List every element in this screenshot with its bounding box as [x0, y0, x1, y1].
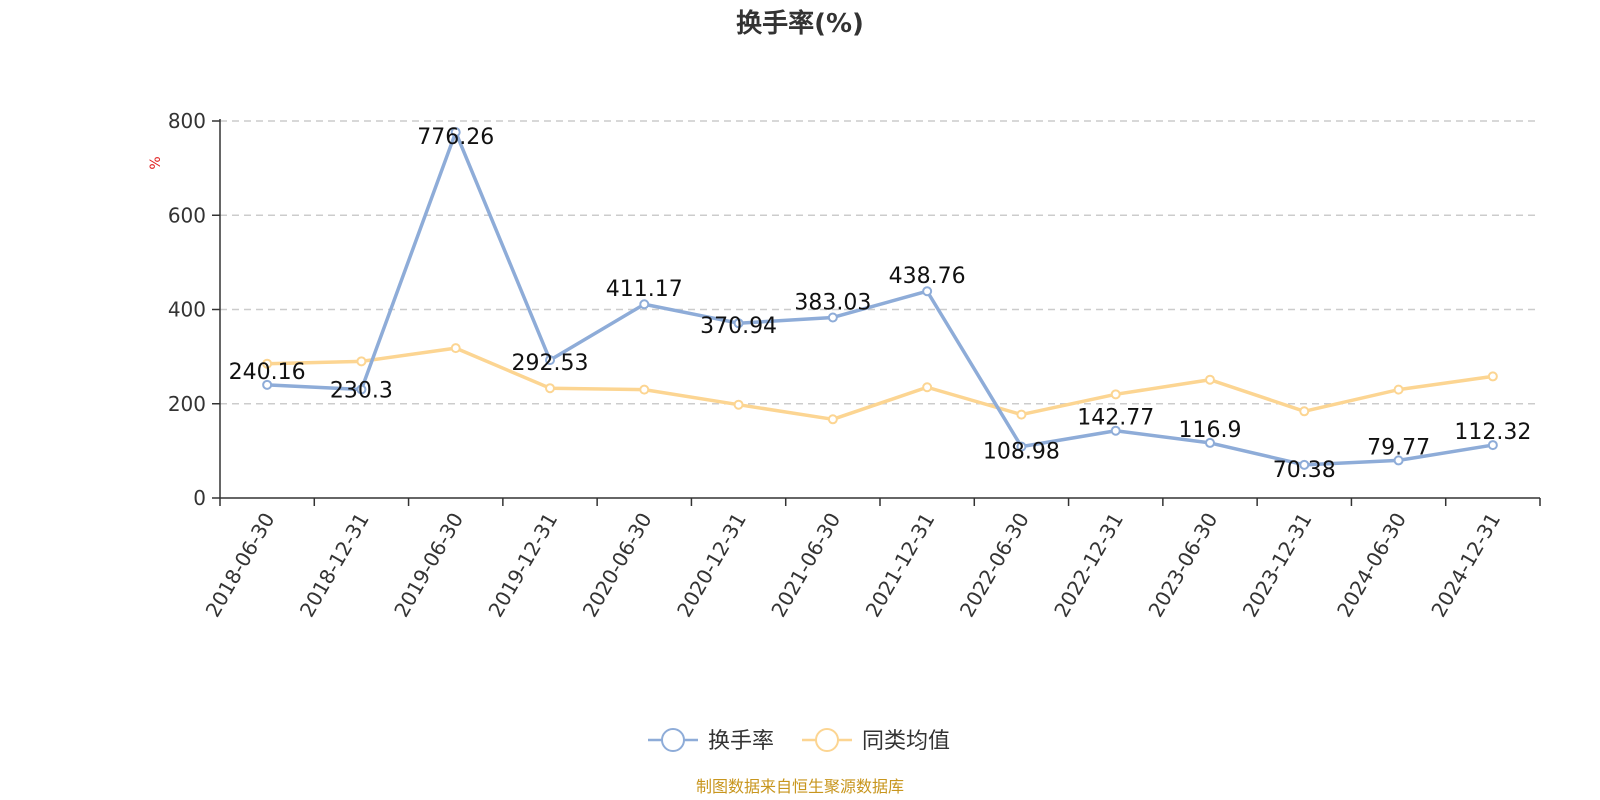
series-point: [1393, 384, 1404, 395]
series-layer: [262, 127, 1498, 470]
y-tick-label: 200: [168, 392, 206, 416]
series-point: [1299, 459, 1310, 470]
x-tick-label: 2022-12-31: [1049, 509, 1128, 622]
series-point: [827, 414, 838, 425]
axis-layer: 0 200 400 600 800 2018-06-30 2018-12-31 2019-06…: [168, 109, 1541, 622]
series-point: [262, 358, 273, 369]
series-point: [733, 399, 744, 410]
series-line: [267, 130, 1494, 467]
series-point: [1205, 374, 1215, 385]
series-point: [1487, 440, 1498, 451]
data-label: 411.17: [606, 277, 683, 302]
data-label-layer: 240.16 230.3 776.26 292.53 411.17 370.94 383.0…: [229, 125, 1532, 483]
x-tick-label: 2019-12-31: [483, 509, 562, 622]
series-point: [545, 383, 555, 394]
data-label: 79.77: [1367, 435, 1430, 460]
series-point: [545, 355, 555, 366]
data-label: 370.94: [700, 314, 777, 339]
x-tick-label: 2018-12-31: [295, 509, 374, 622]
x-tick-label: 2022-06-30: [955, 509, 1034, 622]
legend-label: 同类均值: [862, 729, 950, 754]
x-tick-label: 2024-06-30: [1332, 509, 1411, 622]
series-point: [1299, 406, 1310, 417]
series-point: [262, 379, 273, 390]
data-label: 438.76: [889, 264, 966, 289]
series-point: [1487, 371, 1498, 382]
series-point: [1016, 409, 1027, 420]
grid-layer: [220, 120, 1540, 405]
data-label: 230.3: [330, 378, 393, 403]
data-label: 776.26: [417, 125, 494, 150]
source-note: 制图数据来自恒生聚源数据库: [696, 777, 904, 796]
series-point: [827, 312, 838, 323]
series-point: [639, 384, 650, 395]
legend-marker: [661, 728, 685, 752]
series-point: [450, 127, 461, 138]
x-tick-label: 2020-12-31: [672, 509, 751, 622]
x-tick-label: 2023-12-31: [1238, 509, 1317, 622]
series-point: [1016, 441, 1027, 452]
series-point: [1393, 455, 1404, 466]
series-point: [733, 318, 744, 329]
series-point: [356, 384, 367, 395]
x-tick-label: 2021-06-30: [766, 509, 845, 622]
series-point: [356, 356, 367, 367]
y-tick-label: 0: [193, 486, 206, 510]
data-label: 292.53: [512, 351, 589, 376]
y-tick-label: 400: [168, 298, 206, 322]
data-label: 142.77: [1077, 406, 1154, 431]
legend-label: 换手率: [708, 729, 774, 754]
x-tick-label: 2018-06-30: [201, 509, 280, 622]
y-tick-label: 800: [168, 109, 206, 133]
data-label: 116.9: [1179, 418, 1242, 443]
series-point: [1205, 437, 1215, 448]
series-point: [639, 299, 650, 310]
data-label: 108.98: [983, 440, 1060, 465]
y-axis-label: %: [148, 156, 164, 169]
series-point: [450, 343, 461, 354]
series-point: [922, 382, 933, 393]
data-label: 240.16: [229, 360, 306, 385]
legend-marker: [815, 728, 839, 752]
series-line: [267, 346, 1494, 422]
series-point: [1110, 389, 1121, 400]
data-label: 383.03: [794, 290, 871, 315]
x-tick-label: 2024-12-31: [1426, 509, 1505, 622]
y-tick-label: 600: [168, 203, 206, 227]
legend: 换手率 同类均值: [648, 728, 950, 754]
series-point: [1110, 425, 1121, 436]
x-tick-label: 2019-06-30: [389, 509, 468, 622]
x-tick-label: 2021-12-31: [861, 509, 940, 622]
data-label: 112.32: [1454, 420, 1531, 445]
x-tick-label: 2023-06-30: [1143, 509, 1222, 622]
series-point: [922, 286, 933, 297]
x-tick-label: 2020-06-30: [578, 509, 657, 622]
chart-title: 换手率(%): [736, 8, 864, 39]
data-label: 70.38: [1273, 458, 1336, 483]
